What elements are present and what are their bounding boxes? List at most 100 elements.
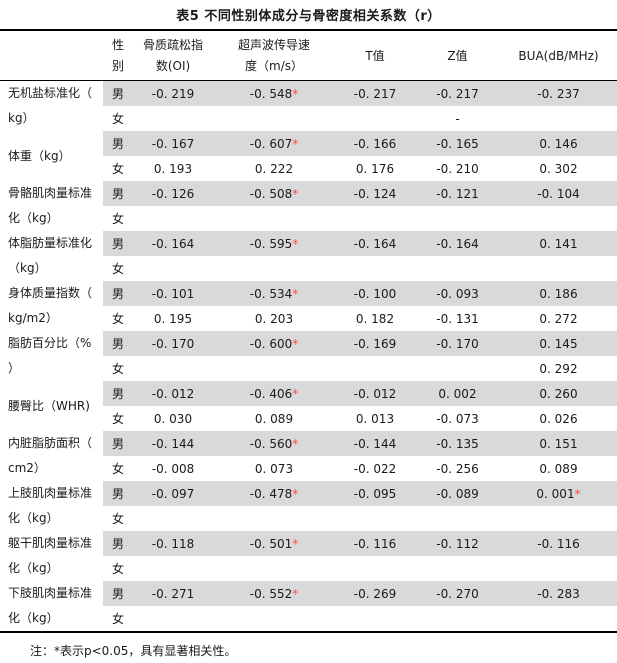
value-cell: -0. 100 bbox=[335, 281, 415, 306]
value-cell: -0. 121 bbox=[415, 181, 500, 206]
value-cell: -0. 217 bbox=[335, 80, 415, 106]
correlation-table: 性 别 骨质疏松指 数(OI) 超声波传导速 度（m/s） T值 Z值 bbox=[0, 29, 617, 633]
significance-star: * bbox=[292, 186, 299, 201]
value-cell: 0. 001* bbox=[500, 481, 617, 506]
value-cell bbox=[415, 256, 500, 281]
header-bua: BUA(dB/MHz) bbox=[500, 30, 617, 81]
gender-cell: 男 bbox=[103, 181, 133, 206]
value-cell bbox=[415, 556, 500, 581]
value-cell: 0. 292 bbox=[539, 361, 578, 376]
value-cell: 0. 186 bbox=[500, 281, 617, 306]
value-cell: -0. 166 bbox=[335, 131, 415, 156]
table-row-female: 女 bbox=[0, 506, 617, 531]
table-row-female: 女 -0. 008 0. 073 -0. 022 -0. 256 0. 089 bbox=[0, 456, 617, 481]
value-cell: -0. 073 bbox=[436, 411, 479, 426]
value-cell: 0. 013 bbox=[355, 411, 395, 426]
table-row-female: 女 bbox=[0, 606, 617, 632]
value-cell: 0. 026 bbox=[539, 411, 578, 426]
value-cell: -0. 478* bbox=[213, 481, 335, 506]
value-cell bbox=[415, 606, 500, 632]
value-cell: -0. 164 bbox=[415, 231, 500, 256]
value-cell bbox=[133, 356, 213, 381]
value-cell: -0. 170 bbox=[133, 331, 213, 356]
value-cell bbox=[133, 506, 213, 531]
value-cell: -0. 095 bbox=[335, 481, 415, 506]
value-cell bbox=[213, 356, 335, 381]
value-cell: 0. 151 bbox=[500, 431, 617, 456]
header-row: 性 别 骨质疏松指 数(OI) 超声波传导速 度（m/s） T值 Z值 bbox=[0, 30, 617, 81]
value-cell: -0. 022 bbox=[353, 461, 397, 476]
gender-cell: 女 bbox=[111, 112, 124, 126]
header-oi: 骨质疏松指 数(OI) bbox=[133, 30, 213, 81]
value-cell: -0. 135 bbox=[415, 431, 500, 456]
table-row-male: 下肢肌肉量标准 化（kg）男 -0. 271 -0. 552* -0. 269 -0. … bbox=[0, 581, 617, 625]
significance-star: * bbox=[292, 286, 299, 301]
value-cell bbox=[335, 556, 415, 581]
row-label: 上肢肌肉量标准 化（kg） bbox=[8, 486, 93, 525]
table-row-female: 女 0. 292 bbox=[0, 356, 617, 381]
header-z-value: Z值 bbox=[415, 30, 500, 81]
gender-cell: 女 bbox=[111, 262, 124, 276]
value-cell: -0. 595* bbox=[213, 231, 335, 256]
value-cell: 0. 302 bbox=[539, 161, 578, 176]
value-cell: 0. 089 bbox=[539, 461, 578, 476]
footnote: 注：*表示p<0.05，具有显著相关性。 bbox=[30, 644, 237, 658]
gender-cell: 女 bbox=[111, 612, 124, 626]
value-cell bbox=[335, 256, 415, 281]
row-label: 体脂肪量标准化 （kg） bbox=[8, 236, 93, 275]
row-label: 体重（kg） bbox=[8, 148, 71, 163]
gender-cell: 男 bbox=[103, 80, 133, 106]
value-cell: 0. 260 bbox=[500, 381, 617, 406]
value-cell bbox=[415, 506, 500, 531]
gender-cell: 女 bbox=[111, 212, 124, 226]
value-cell: -0. 269 bbox=[335, 581, 415, 606]
value-cell: -0. 164 bbox=[335, 231, 415, 256]
table-title: 表5 不同性别体成分与骨密度相关系数（r） bbox=[176, 9, 441, 24]
value-cell: -0. 116 bbox=[335, 531, 415, 556]
value-cell bbox=[213, 206, 335, 231]
table-row-female: 女 0. 030 0. 089 0. 013 -0. 073 0. 026 bbox=[0, 406, 617, 431]
row-label: 腰臀比（WHR) bbox=[8, 398, 90, 413]
value-cell: -0. 089 bbox=[415, 481, 500, 506]
value-cell: -0. 169 bbox=[335, 331, 415, 356]
value-cell: -0. 283 bbox=[500, 581, 617, 606]
significance-star: * bbox=[292, 136, 299, 151]
value-cell: -0. 012 bbox=[335, 381, 415, 406]
value-cell: -0. 560* bbox=[213, 431, 335, 456]
value-cell bbox=[335, 206, 415, 231]
value-cell: 0. 203 bbox=[254, 311, 294, 326]
value-cell bbox=[133, 556, 213, 581]
table-row-female: 女 0. 195 0. 203 0. 182 -0. 131 0. 272 bbox=[0, 306, 617, 331]
value-cell bbox=[335, 356, 415, 381]
value-cell: -0. 219 bbox=[133, 80, 213, 106]
row-label: 骨骼肌肉量标准 化（kg） bbox=[8, 186, 93, 225]
row-label: 无机盐标准化（ kg） bbox=[8, 86, 93, 125]
value-cell: -0. 131 bbox=[436, 311, 479, 326]
value-cell bbox=[213, 606, 335, 632]
row-label: 内脏脂肪面积（ cm2） bbox=[8, 436, 93, 475]
value-cell: -0. 552* bbox=[213, 581, 335, 606]
table-row-female: 女 bbox=[0, 256, 617, 281]
gender-cell: 女 bbox=[111, 462, 124, 476]
value-cell: -0. 508* bbox=[213, 181, 335, 206]
value-cell: -0. 548* bbox=[213, 80, 335, 106]
gender-cell: 男 bbox=[103, 481, 133, 506]
significance-star: * bbox=[292, 536, 299, 551]
value-cell bbox=[500, 106, 617, 131]
gender-cell: 男 bbox=[103, 231, 133, 256]
table-row-male: 无机盐标准化（ kg）男 -0. 219 -0. 548* -0. 217 -0. 21… bbox=[0, 80, 617, 125]
value-cell: 0. 176 bbox=[355, 161, 395, 176]
value-cell: 0. 146 bbox=[500, 131, 617, 156]
value-cell: 0. 222 bbox=[254, 161, 294, 176]
value-cell: 0. 073 bbox=[254, 461, 294, 476]
table-row-female: 女 0. 193 0. 222 0. 176 -0. 210 0. 302 bbox=[0, 156, 617, 181]
header-sos: 超声波传导速 度（m/s） bbox=[213, 30, 335, 81]
table-row-male: 体重（kg） 男 -0. 167 -0. 607* -0. 166 -0. 165 0. 1… bbox=[0, 131, 617, 163]
value-cell bbox=[133, 106, 213, 131]
value-cell: -0. 144 bbox=[335, 431, 415, 456]
gender-cell: 男 bbox=[103, 381, 133, 406]
value-cell: -0. 501* bbox=[213, 531, 335, 556]
table-row-male: 脂肪百分比（% ）男 -0. 170 -0. 600* -0. 169 -0. 170 0… bbox=[0, 331, 617, 375]
value-cell bbox=[335, 606, 415, 632]
value-cell: -0. 170 bbox=[415, 331, 500, 356]
